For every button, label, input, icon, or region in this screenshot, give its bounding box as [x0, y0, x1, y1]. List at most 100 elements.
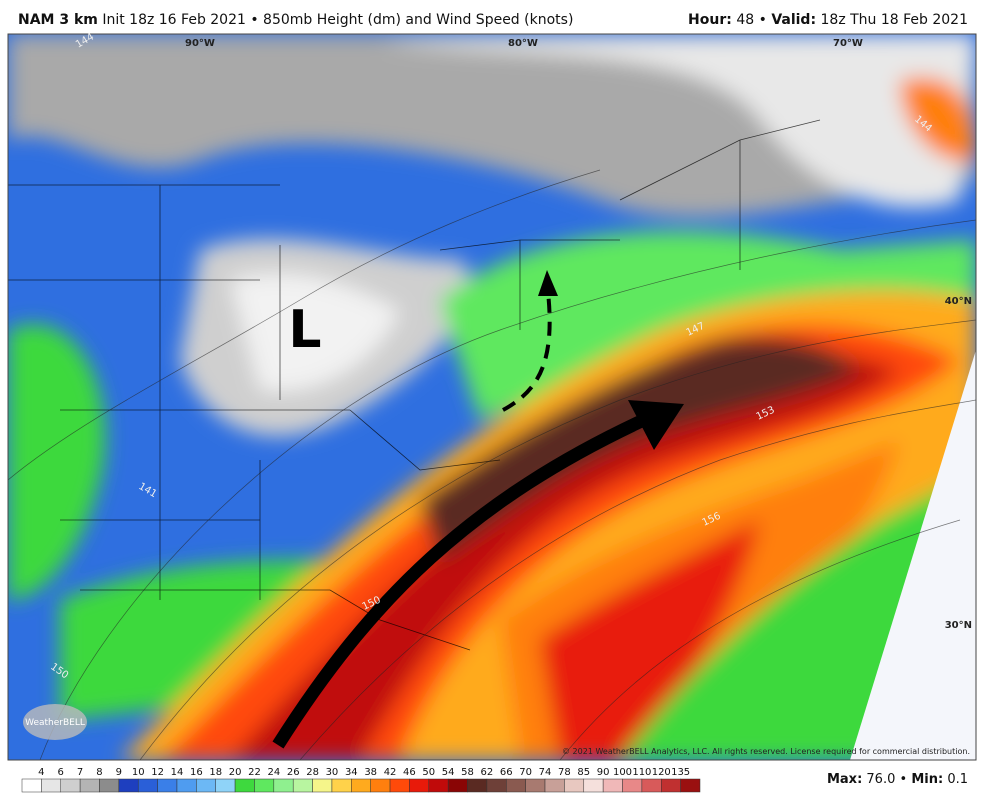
colorbar-swatch [370, 778, 391, 793]
colorbar-tick-label: 135 [671, 767, 690, 778]
longitude-label: 70°W [833, 38, 863, 49]
colorbar-swatch [506, 778, 526, 793]
map-field [8, 34, 976, 760]
colorbar-swatch [389, 778, 410, 793]
latitude-label: 30°N [945, 620, 972, 631]
colorbar-tick-label: 78 [558, 767, 571, 778]
colorbar-tick-label: 50 [422, 767, 435, 778]
colorbar-tick-label: 22 [248, 767, 261, 778]
colorbar-tick-label: 38 [364, 767, 377, 778]
jet-arrowhead [628, 400, 684, 450]
colorbar-swatch [21, 778, 42, 793]
colorbar-tick-label: 34 [345, 767, 358, 778]
moisture-arrow [502, 291, 552, 412]
colorbar-swatch [176, 778, 197, 793]
low-marker: L [288, 300, 321, 360]
copyright: © 2021 WeatherBELL Analytics, LLC. All r… [562, 747, 970, 756]
header-right: Hour: 48 • Valid: 18z Thu 18 Feb 2021 [688, 12, 968, 28]
colorbar-swatch [583, 778, 604, 793]
colorbar-tick-label: 46 [403, 767, 416, 778]
height-contours [8, 169, 976, 760]
colorbar-swatch [428, 778, 449, 793]
hour-label: Hour: [688, 12, 732, 28]
colorbar-swatch [641, 778, 662, 793]
state-borders [8, 119, 821, 651]
longitude-label: 90°W [185, 38, 215, 49]
max-value: 76.0 [866, 772, 896, 787]
logo-badge [23, 704, 87, 740]
separator: • [899, 772, 908, 787]
valid-label: Valid: [771, 12, 817, 28]
hour: 48 [736, 12, 755, 28]
colorbar-swatch [525, 778, 546, 793]
colorbar-tick-label: 7 [77, 767, 83, 778]
colorbar-swatch [467, 778, 488, 793]
longitude-label: 80°W [508, 38, 538, 49]
colorbar-tick-label: 90 [597, 767, 610, 778]
jet-arrow [272, 412, 651, 749]
colorbar-swatch [118, 778, 139, 793]
colorbar-swatch [157, 778, 178, 793]
colorbar-swatch [680, 778, 701, 793]
moisture-arrowhead [538, 270, 558, 296]
colorbar-swatch [215, 778, 236, 793]
max-label: Max: [826, 772, 863, 787]
colorbar-tick-label: 54 [442, 767, 455, 778]
colorbar-swatch [292, 778, 313, 793]
colorbar-swatch [273, 778, 294, 793]
colorbar-tick-label: 12 [151, 767, 164, 778]
colorbar-swatch [602, 778, 623, 793]
colorbar-tick-label: 85 [577, 767, 590, 778]
colorbar-swatch [41, 778, 61, 793]
colorbar-tick-label: 30 [326, 767, 339, 778]
colorbar-swatch [137, 778, 158, 793]
colorbar-swatch [351, 778, 371, 793]
colorbar-tick-label: 62 [481, 767, 494, 778]
colorbar-tick-label: 16 [190, 767, 203, 778]
colorbar-tick-label: 24 [267, 767, 280, 778]
min-label: Min: [911, 772, 944, 787]
latitude-label: 40°N [945, 296, 972, 307]
colorbar-tick-label: 120 [652, 767, 671, 778]
colorbar-tick-label: 66 [500, 767, 513, 778]
colorbar-tick-label: 18 [209, 767, 222, 778]
colorbar-swatch [79, 778, 100, 793]
colorbar-swatch [312, 778, 333, 793]
colorbar-tick-label: 20 [229, 767, 242, 778]
colorbar-swatch [234, 778, 255, 793]
colorbar-tick-label: 4 [38, 767, 44, 778]
colorbar-tick-label: 70 [519, 767, 532, 778]
footer-stats: Max: 76.0 • Min: 0.1 [827, 772, 968, 787]
colorbar-tick-label: 74 [539, 767, 552, 778]
colorbar-tick-label: 8 [96, 767, 102, 778]
logo: WeatherBELL [25, 718, 85, 728]
colorbar-swatch [409, 778, 430, 793]
valid-time: 18z Thu 18 Feb 2021 [820, 12, 969, 28]
colorbar-tick-label: 100 [613, 767, 632, 778]
colorbar-swatch [331, 778, 352, 793]
colorbar-tick-label: 110 [632, 767, 651, 778]
no-data-area [850, 350, 976, 760]
colorbar-swatch [447, 778, 468, 793]
subtitle: Init 18z 16 Feb 2021 • 850mb Height (dm)… [102, 12, 574, 28]
map-frame [7, 33, 977, 761]
colorbar-swatch [661, 778, 681, 793]
colorbar-tick-label: 26 [287, 767, 300, 778]
header-left: NAM 3 km Init 18z 16 Feb 2021 • 850mb He… [18, 12, 573, 28]
colorbar-swatch [60, 778, 81, 793]
colorbar-tick-label: 42 [384, 767, 397, 778]
colorbar-swatch [254, 778, 275, 793]
colorbar: 4 6 7 8 9 10 12 14 16 18 20 22 24 26 28 30 34 38 42 46 50 54 5… [21, 767, 701, 793]
colorbar-swatch [622, 778, 643, 793]
model-name: NAM 3 km [18, 12, 98, 28]
colorbar-tick-label: 9 [116, 767, 122, 778]
separator: • [758, 12, 767, 28]
colorbar-tick-label: 58 [461, 767, 474, 778]
colorbar-swatch [99, 778, 120, 793]
colorbar-tick-label: 28 [306, 767, 319, 778]
colorbar-swatch [196, 778, 216, 793]
colorbar-tick-label: 10 [132, 767, 145, 778]
min-value: 0.1 [947, 772, 968, 787]
